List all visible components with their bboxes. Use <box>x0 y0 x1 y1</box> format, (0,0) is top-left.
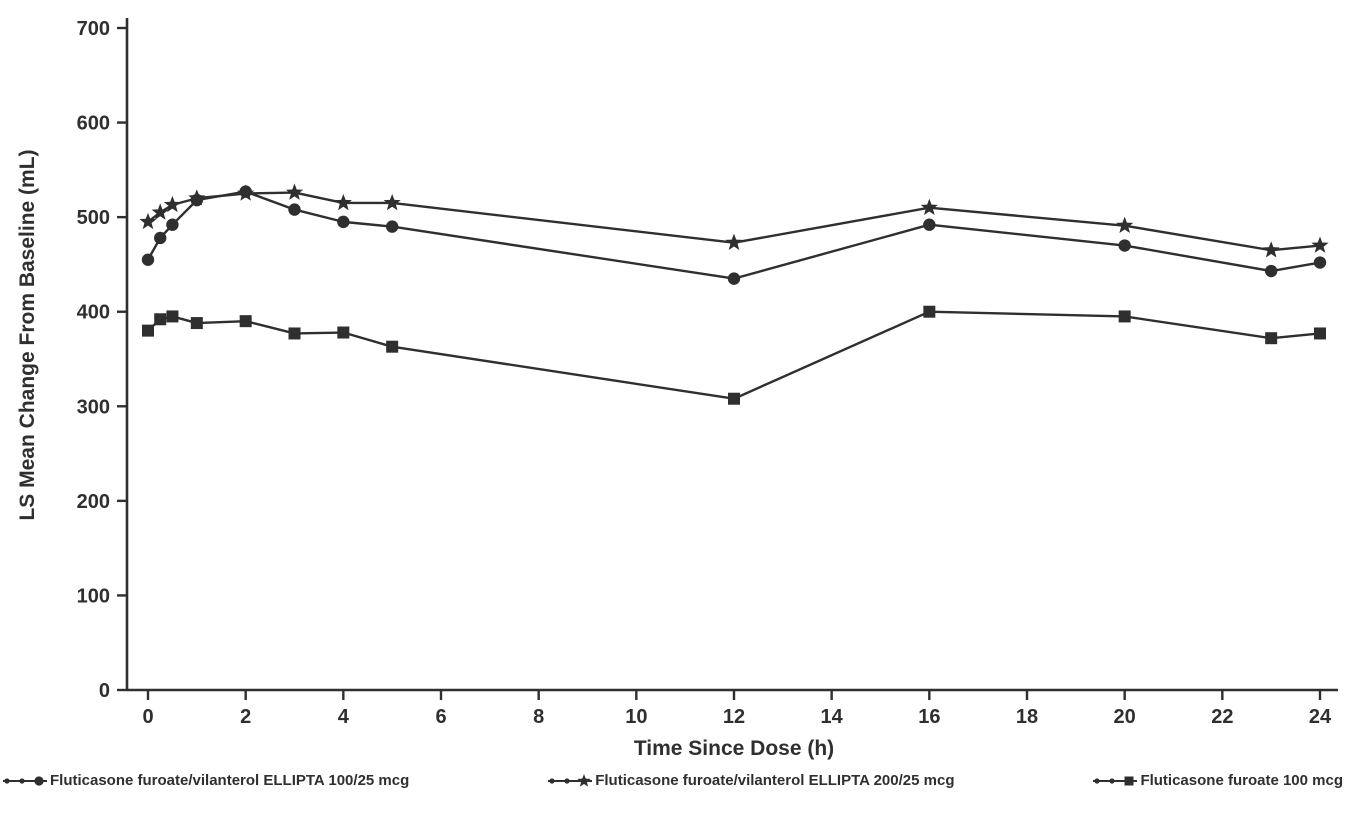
x-tick-label: 2 <box>240 706 251 728</box>
data-point-star <box>1116 216 1134 233</box>
legend-label: Fluticasone furoate 100 mcg <box>1140 772 1343 789</box>
data-point-circle <box>141 253 155 266</box>
series-line <box>146 310 1322 400</box>
chart-legend: Fluticasone furoate/vilanterol ELLIPTA 1… <box>0 772 1345 789</box>
x-tick-label: 6 <box>435 706 446 728</box>
x-tick-label: 14 <box>821 706 844 728</box>
data-point-square <box>166 310 179 323</box>
x-tick-label: 16 <box>918 706 940 728</box>
data-point-circle <box>154 231 167 245</box>
x-tick-label: 20 <box>1114 706 1136 728</box>
y-tick-label: 200 <box>77 491 110 513</box>
data-point-star <box>334 193 352 211</box>
legend-item-100-25: Fluticasone furoate/vilanterol ELLIPTA 1… <box>2 772 409 789</box>
data-point-star <box>725 233 743 250</box>
data-point-star <box>237 184 255 201</box>
legend-item-ff-100: Fluticasone furoate 100 mcg <box>1092 772 1343 789</box>
data-point-square <box>288 327 301 340</box>
y-tick-label: 300 <box>77 396 110 418</box>
data-point-circle <box>1313 256 1327 269</box>
x-tick-label: 10 <box>625 706 647 728</box>
data-point-star <box>920 198 938 215</box>
data-point-star <box>383 193 401 211</box>
data-point-square <box>386 340 399 353</box>
x-tick-label: 24 <box>1309 706 1332 728</box>
data-point-square <box>1265 332 1278 345</box>
data-point-square <box>1314 327 1326 340</box>
star-marker-icon <box>548 773 593 787</box>
data-point-circle <box>288 203 301 216</box>
square-marker-icon <box>1093 776 1138 785</box>
data-point-circle <box>166 218 179 231</box>
y-tick-label: 500 <box>77 207 110 229</box>
x-tick-label: 18 <box>1016 706 1038 728</box>
data-point-star <box>188 189 206 206</box>
data-point-circle <box>1118 239 1131 252</box>
y-tick-label: 400 <box>77 302 110 324</box>
data-point-circle <box>923 218 936 231</box>
data-point-square <box>337 326 350 339</box>
x-tick-label: 22 <box>1211 706 1233 728</box>
legend-label: Fluticasone furoate/vilanterol ELLIPTA 1… <box>50 772 410 789</box>
legend-label: Fluticasone furoate/vilanterol ELLIPTA 2… <box>595 772 955 789</box>
data-point-circle <box>385 220 399 233</box>
legend-item-200-25: Fluticasone furoate/vilanterol ELLIPTA 2… <box>547 772 954 789</box>
data-point-star <box>285 183 304 200</box>
data-point-square <box>154 313 167 326</box>
y-tick-label: 100 <box>77 585 110 607</box>
x-tick-label: 8 <box>533 706 544 728</box>
data-point-square <box>190 317 203 330</box>
data-point-star <box>1262 241 1280 258</box>
x-tick-label: 0 <box>142 706 153 728</box>
x-tick-label: 4 <box>338 706 350 728</box>
data-point-star <box>151 203 169 220</box>
data-point-square <box>923 305 936 318</box>
y-tick-label: 600 <box>77 113 110 135</box>
y-axis-label: LS Mean Change From Baseline (mL) <box>16 149 39 520</box>
y-tick-label: 700 <box>77 18 110 40</box>
data-point-circle <box>727 272 741 285</box>
data-point-square <box>239 315 252 328</box>
x-axis-label: Time Since Dose (h) <box>634 737 834 760</box>
data-point-star <box>1311 236 1329 253</box>
data-point-square <box>728 392 740 405</box>
data-point-circle <box>1264 264 1278 278</box>
circle-marker-icon <box>3 775 47 786</box>
data-point-circle <box>337 215 350 229</box>
data-point-star <box>163 195 181 213</box>
data-point-star <box>139 212 157 230</box>
data-point-square <box>1118 310 1131 323</box>
data-point-square <box>142 324 154 337</box>
x-tick-label: 12 <box>723 706 745 728</box>
y-tick-label: 0 <box>99 680 110 702</box>
